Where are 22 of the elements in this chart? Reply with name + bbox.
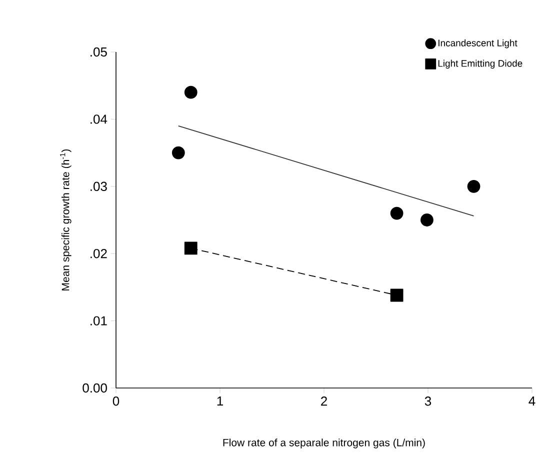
x-tick-label: 4 <box>528 396 536 406</box>
point <box>390 288 404 302</box>
y-tick-label: .02 <box>90 248 107 258</box>
point <box>184 242 198 255</box>
point <box>420 214 434 226</box>
point <box>172 146 185 160</box>
point <box>467 180 480 193</box>
x-tick-label: 2 <box>321 396 327 406</box>
point <box>390 206 404 220</box>
y-tick-label: .05 <box>90 47 107 57</box>
y-tick-label: .03 <box>90 182 107 191</box>
y-tick-label: .01 <box>90 316 107 326</box>
y-tick-label: 0.00 <box>82 383 107 393</box>
x-tick-label: 3 <box>424 396 432 406</box>
y-axis-title: Mean specific growth rate (h$^{-1}$) <box>60 149 72 290</box>
x-tick-label: 0 <box>112 396 120 406</box>
point <box>184 86 198 99</box>
y-tick-label: .04 <box>90 114 108 124</box>
legend-label: Light Emitting Diode <box>438 60 522 69</box>
x-axis-title: Flow rate of a separale nitrogen gas (L/min) <box>223 438 425 448</box>
legend-label: Incandescent Light <box>438 39 518 48</box>
x-tick-label: 1 <box>217 396 223 406</box>
